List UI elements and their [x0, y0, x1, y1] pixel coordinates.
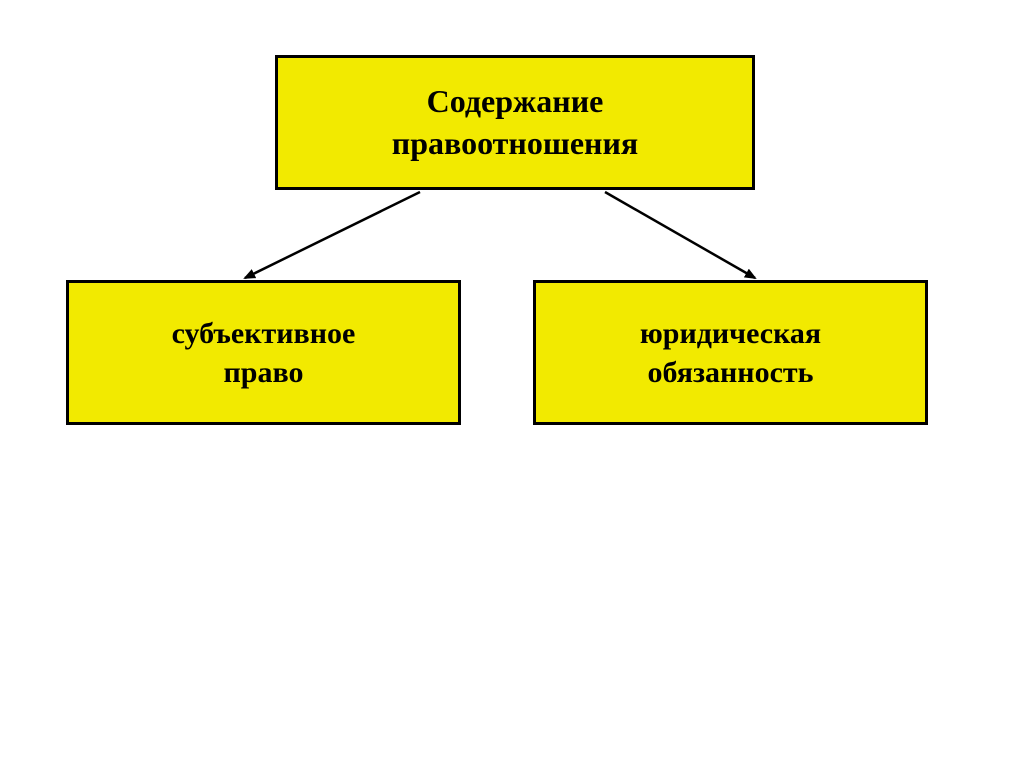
right-node: юридическая обязанность: [533, 280, 928, 425]
left-node-line2: право: [224, 356, 304, 389]
left-node-text: субъективное право: [172, 314, 356, 392]
top-node-line1: Содержание: [427, 83, 604, 119]
right-node-text: юридическая обязанность: [640, 314, 821, 392]
top-node: Содержание правоотношения: [275, 55, 755, 190]
top-node-text: Содержание правоотношения: [392, 81, 638, 164]
right-node-line2: обязанность: [647, 356, 813, 389]
top-node-line2: правоотношения: [392, 125, 638, 161]
left-node-line1: субъективное: [172, 317, 356, 350]
right-node-line1: юридическая: [640, 317, 821, 350]
left-node: субъективное право: [66, 280, 461, 425]
